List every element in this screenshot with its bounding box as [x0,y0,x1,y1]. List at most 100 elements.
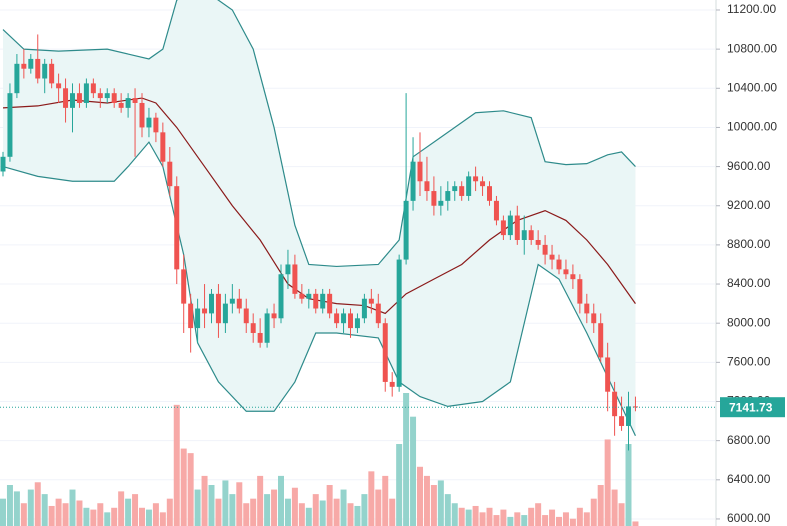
candle-body [438,200,444,206]
volume-bar [576,507,583,526]
candle-body [285,264,291,275]
y-tick-label: 11200.00 [727,2,776,16]
volume-bar [312,494,319,526]
candle-body [417,161,423,182]
y-tick-label: 9200.00 [727,198,771,212]
volume-bar [201,475,208,526]
candle-body [243,308,249,324]
last-price-box [720,397,785,418]
candle-body [292,264,298,294]
volume-bar [333,498,340,526]
last-price-label: 7141.73 [729,400,773,414]
candle-body [375,303,381,324]
candle-body [354,318,360,329]
candle-body [542,244,548,255]
candle-body [424,181,430,192]
candle-body [493,200,499,221]
candle-body [521,230,527,240]
volume-bar [222,480,229,526]
volume-bar [590,498,597,526]
y-tick-label: 10800.00 [727,41,777,55]
volume-bar [284,498,291,526]
y-tick-label: 10400.00 [727,80,777,94]
volume-bar [611,489,618,526]
volume-bar [618,503,625,526]
candle-body [215,293,221,324]
volume-bar [236,482,243,526]
candle-body [56,83,62,89]
candle-body [229,298,235,304]
volume-bar [278,475,284,526]
volume-bar [139,507,145,526]
plot-area [0,0,715,526]
volume-bar [152,503,159,526]
y-tick-label: 9600.00 [727,159,771,173]
candle-body [7,93,13,157]
volume-bar [528,507,535,526]
candle-body [299,293,305,299]
volume-bar [451,503,458,526]
candle-body [632,406,638,408]
volume-bar [486,507,493,526]
candle-body [313,293,319,309]
volume-bar [625,444,632,526]
candle-body [528,230,534,240]
candle-body [500,220,506,236]
volume-bar [458,507,465,526]
candle-body [174,186,180,270]
candle-body [264,313,270,343]
y-tick-label: 6400.00 [727,472,771,486]
volume-bar [20,503,27,526]
candle-body [104,93,110,99]
volume-bar [34,482,41,526]
volume-bar [500,509,507,526]
candle-body [563,269,569,275]
candle-body [410,161,416,201]
candle-body [76,93,82,103]
volume-bar [542,515,549,526]
volume-bar [145,509,152,526]
candle-body [535,239,541,245]
candle-body [90,83,96,94]
candle-body [181,269,187,304]
volume-bar [382,475,389,526]
volume-bar [423,475,430,526]
candle-body [111,93,117,103]
volume-bar [291,487,298,526]
volume-bar [104,512,111,526]
volume-bar [319,500,326,526]
volume-bar [298,503,305,526]
candle-body [118,102,124,108]
volume-bar [396,444,403,526]
volume-bar [521,515,528,526]
candle-body [125,98,131,108]
candle-body [146,117,152,128]
candle-body [459,186,465,196]
candle-body [626,406,631,426]
candle-body [584,303,590,314]
candle-body [257,332,263,343]
candle-body [320,293,326,309]
candle-body [389,381,395,387]
band-line [2,141,636,437]
candle-body [70,93,75,108]
volume-bar [430,485,437,526]
volume-bar [208,485,215,526]
volume-bar [13,491,20,526]
volume-bar [410,416,417,526]
candle-body [591,313,597,324]
volume-bar [507,516,514,526]
volume-bar [187,453,194,526]
volume-bar [97,503,104,526]
candle-body [368,298,374,304]
candle-body [334,313,340,324]
volume-bar [340,489,347,526]
y-tick-label: 6800.00 [727,433,771,447]
volume-bar [90,509,97,526]
candle-body [21,63,27,69]
volume-bar [375,489,382,526]
volume-bar [514,512,521,526]
candle-body [28,58,34,69]
candle-body [556,259,562,270]
candle-body [452,186,458,192]
